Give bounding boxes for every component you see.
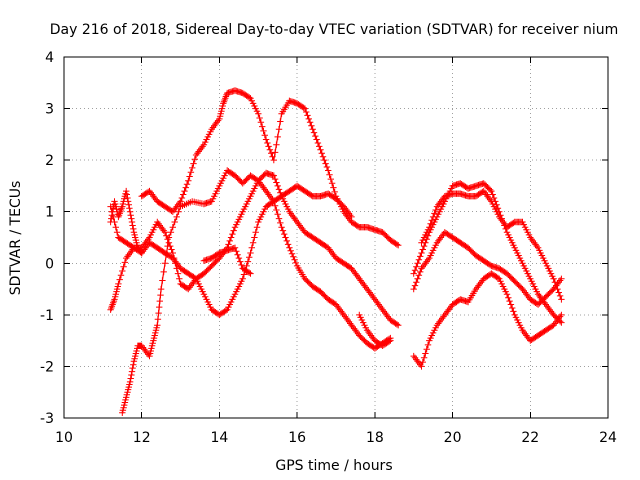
y-tick-label: 4 [45, 50, 54, 66]
y-tick-label: 2 [45, 153, 54, 169]
x-tick-label: 24 [599, 430, 617, 446]
series-arc-1 [119, 167, 394, 416]
data-point-markers [356, 311, 394, 349]
data-point-markers [200, 244, 254, 277]
series-arc-10 [200, 244, 254, 277]
series-arc-6 [418, 187, 565, 303]
data-point-markers [138, 87, 402, 249]
x-tick-label: 22 [521, 430, 539, 446]
x-axis-label: GPS time / hours [275, 458, 392, 474]
x-tick-label: 10 [55, 430, 73, 446]
x-tick-label: 12 [133, 430, 151, 446]
data-point-markers [107, 187, 145, 257]
y-tick-label: 1 [45, 205, 54, 221]
series-arc-8 [410, 270, 565, 370]
y-tick-label: -3 [40, 411, 54, 427]
data-point-markers [119, 167, 394, 416]
series-arc-11 [356, 311, 394, 349]
y-tick-label: -2 [40, 359, 54, 375]
plot-frame [63, 56, 609, 419]
x-tick-label: 20 [444, 430, 462, 446]
y-tick-label: 0 [45, 256, 54, 272]
data-point-markers [410, 270, 565, 370]
y-axis-label: SDTVAR / TECUs [8, 181, 24, 296]
y-tick-label: 3 [45, 102, 54, 118]
data-point-markers [410, 229, 565, 308]
series-arc-4 [138, 87, 402, 249]
data-series [107, 87, 565, 416]
series-arc-9 [107, 187, 145, 257]
x-tick-label: 14 [211, 430, 229, 446]
chart-title: Day 216 of 2018, Sidereal Day-to-day VTE… [50, 22, 619, 38]
x-tick-label: 18 [366, 430, 384, 446]
x-tick-label: 16 [288, 430, 306, 446]
y-tick-label: -1 [40, 308, 54, 324]
series-arc-7 [410, 229, 565, 308]
data-point-markers [418, 187, 565, 303]
